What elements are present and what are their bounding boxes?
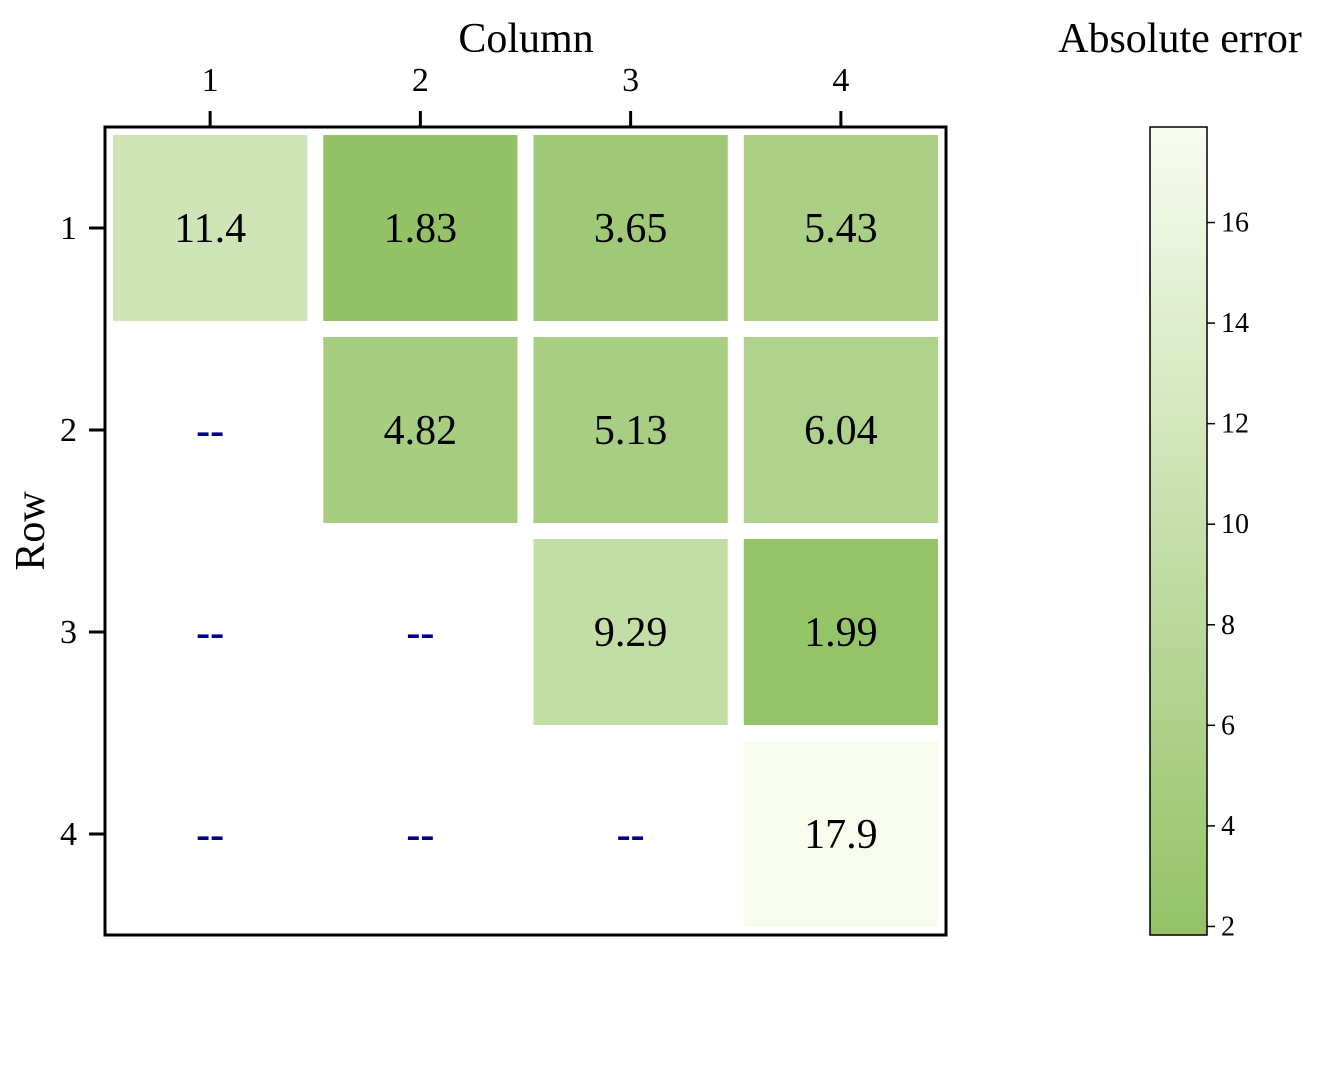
heatmap-cell-r1-c3 xyxy=(533,135,728,321)
colorbar-tick-label-10: 10 xyxy=(1221,509,1249,540)
cell-label-r4-c1: -- xyxy=(196,812,224,858)
cell-label-r2-c1: -- xyxy=(196,408,224,454)
x-tick-label-4: 4 xyxy=(832,62,849,99)
colorbar-tick-label-8: 8 xyxy=(1221,610,1235,641)
heatmap-cell-r3-c4 xyxy=(743,539,938,725)
cell-label-r2-c4: 6.04 xyxy=(804,408,878,454)
y-tick-label-1: 1 xyxy=(60,210,77,247)
heatmap-cell-r3-c3 xyxy=(533,539,728,725)
y-tick-label-2: 2 xyxy=(60,412,77,449)
heatmap-cell-r2-c4 xyxy=(743,337,938,523)
cell-label-r3-c3: 9.29 xyxy=(594,610,668,656)
heatmap-cell-r2-c2 xyxy=(323,337,518,523)
x-tick-label-1: 1 xyxy=(202,62,219,99)
heatmap-cell-r2-c3 xyxy=(533,337,728,523)
heatmap-cell-r1-c2 xyxy=(323,135,518,321)
x-tick-label-2: 2 xyxy=(412,62,429,99)
colorbar-tick-label-14: 14 xyxy=(1221,308,1249,339)
colorbar xyxy=(1149,126,1208,936)
cell-label-r3-c1: -- xyxy=(196,610,224,656)
cell-label-r1-c1: 11.4 xyxy=(174,206,246,252)
heatmap-cell-r1-c4 xyxy=(743,135,938,321)
colorbar-tick-label-12: 12 xyxy=(1221,409,1249,440)
cell-label-r3-c4: 1.99 xyxy=(804,610,878,656)
colorbar-tick-label-2: 2 xyxy=(1221,911,1235,942)
colorbar-tick-label-4: 4 xyxy=(1221,811,1235,842)
axes: 1 2 3 4 1 2 3 4 xyxy=(60,62,849,853)
colorbar-ticks: 2 4 6 8 10 12 14 16 xyxy=(1207,208,1249,942)
colorbar-tick-label-6: 6 xyxy=(1221,710,1235,741)
y-tick-label-3: 3 xyxy=(60,614,77,651)
x-axis-title: Column xyxy=(458,16,593,62)
heatmap-cells: 11.4 1.83 3.65 5.43 -- 4.82 5.13 6.04 -- -- 9.29 1.… xyxy=(113,135,938,927)
y-tick-label-4: 4 xyxy=(60,816,77,853)
colorbar-tick-label-16: 16 xyxy=(1221,208,1249,239)
heatmap-cell-r4-c4 xyxy=(743,741,938,927)
cell-label-r4-c3: -- xyxy=(617,812,645,858)
cell-label-r4-c4: 17.9 xyxy=(804,812,878,858)
cell-label-r2-c2: 4.82 xyxy=(384,408,458,454)
plot-frame xyxy=(103,125,948,937)
cell-label-r4-c2: -- xyxy=(406,812,434,858)
y-axis-title: Row xyxy=(8,491,54,571)
cell-label-r1-c2: 1.83 xyxy=(384,206,458,252)
x-tick-label-3: 3 xyxy=(622,62,639,99)
colorbar-title: Absolute error xyxy=(1058,16,1302,62)
heatmap-cell-r1-c1 xyxy=(113,135,308,321)
cell-label-r1-c3: 3.65 xyxy=(594,206,668,252)
cell-label-r2-c3: 5.13 xyxy=(594,408,668,454)
cell-label-r3-c2: -- xyxy=(406,610,434,656)
cell-label-r1-c4: 5.43 xyxy=(804,206,878,252)
